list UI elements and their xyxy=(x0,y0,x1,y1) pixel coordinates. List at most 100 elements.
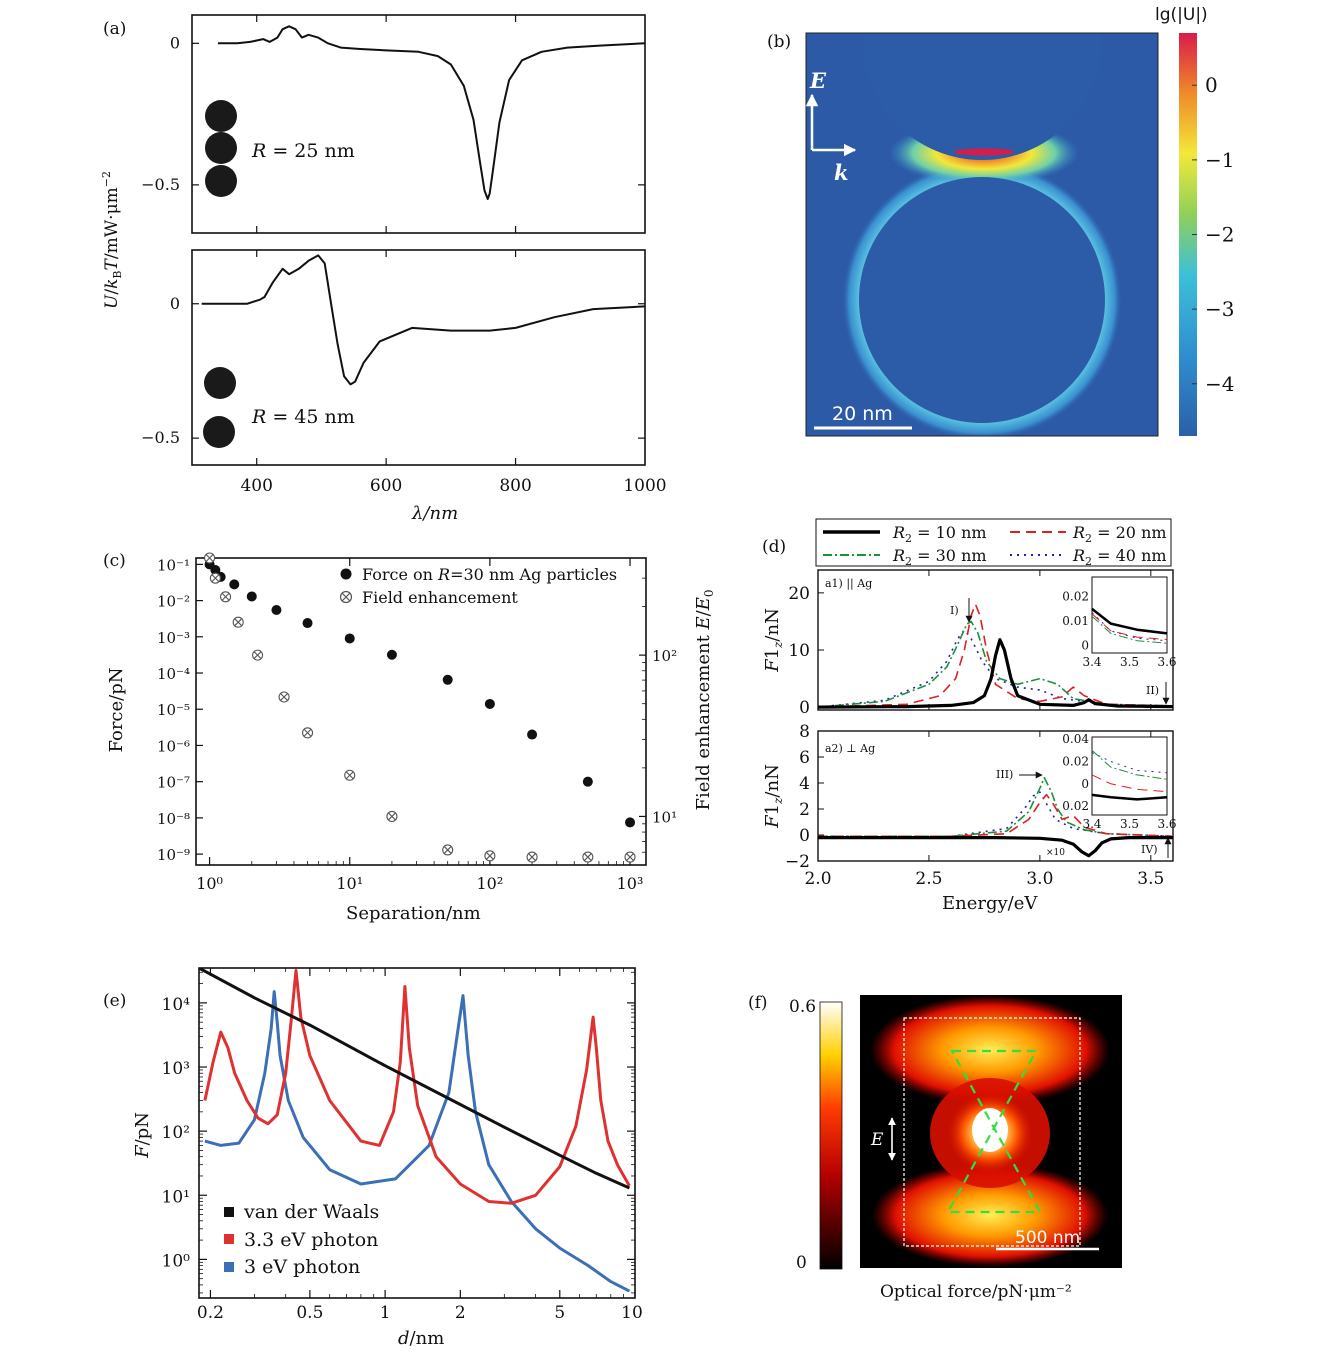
series-line xyxy=(818,835,1173,858)
tick-label: 10² xyxy=(652,647,677,665)
field-enhancement-point xyxy=(442,844,454,856)
tick-label: 0.02 xyxy=(1062,590,1089,604)
panel-f: (f) 0.6 0 E 500 nm Optical force/pN·μm⁻² xyxy=(748,993,1122,1302)
tick-label: 10³ xyxy=(162,1059,190,1079)
tick-label: 0.2 xyxy=(197,1303,224,1323)
panel-b-colorbar-ticks: 0 −1 −2 −3 −4 xyxy=(1192,73,1234,396)
panel-e-label: (e) xyxy=(103,991,126,1011)
panel-d-label: (d) xyxy=(762,537,786,557)
colorbar-tick: −1 xyxy=(1205,148,1234,172)
panel-f-label: (f) xyxy=(748,993,768,1013)
field-enhancement-point xyxy=(232,616,244,628)
field-enhancement-point xyxy=(209,572,221,584)
tick-label: 0.02 xyxy=(1062,755,1089,769)
tick-label: 10⁴ xyxy=(162,995,191,1015)
panel-e-ylabel: F/pN xyxy=(132,1112,153,1159)
tick-label: 3.5 xyxy=(1120,655,1139,669)
series-line xyxy=(818,793,1173,838)
panel-c-ylabel: Force/pN xyxy=(106,667,127,752)
field-enhancement-point xyxy=(220,591,232,603)
panel-a-top-label: R = 25 nm xyxy=(251,140,355,162)
inset-line xyxy=(1091,793,1168,801)
series-line xyxy=(203,969,631,1205)
tick-label: 0 xyxy=(170,33,180,52)
panel-d-ylabel-bottom: F1z/nN xyxy=(762,764,785,829)
inset-2 xyxy=(1091,736,1168,816)
tick-label: 0.01 xyxy=(1062,614,1089,628)
scalebar-label: 500 nm xyxy=(1015,1228,1080,1248)
force-point xyxy=(484,698,495,709)
tick-label: 10⁻⁶ xyxy=(157,737,190,755)
marker-cross xyxy=(528,853,536,861)
colorbar-tick: 0 xyxy=(796,1253,807,1273)
tick-label: 10⁻⁵ xyxy=(157,701,190,719)
tick-label: 10⁻² xyxy=(157,593,190,611)
series-line xyxy=(818,620,1173,708)
panel-d: (d) R2 = 10 nm R2 = 20 nm R2 = 30 nm R2 … xyxy=(762,518,1177,914)
panel-d-ylabel-top: F1z/nN xyxy=(762,608,785,673)
tick-label: −0.5 xyxy=(141,175,180,194)
panel-a-ylabel: U/kBT/mW·μm−2 xyxy=(100,171,124,309)
marker-cross xyxy=(485,851,494,860)
colorbar-tick: −2 xyxy=(1205,223,1234,247)
tick-label: 10⁻³ xyxy=(157,629,190,647)
force-point xyxy=(271,604,282,615)
colorbar-tick: −4 xyxy=(1205,372,1234,396)
legend-entry: R2 = 10 nm xyxy=(892,523,987,545)
tick-label: 10 xyxy=(621,1303,643,1323)
tick-label: 20 xyxy=(788,584,810,604)
series-line xyxy=(818,776,1173,838)
annotation: IV) xyxy=(1141,843,1158,856)
inset-line xyxy=(1091,607,1168,635)
series-line xyxy=(201,254,645,386)
field-enhancement-point xyxy=(344,769,356,781)
annotation: III) xyxy=(996,768,1013,781)
panel-a-bottom-axes xyxy=(191,249,646,466)
panel-f-colorbar xyxy=(819,1001,843,1270)
field-enhancement-point xyxy=(526,851,538,863)
panel-b-colorbar-title: lg(|U|) xyxy=(1155,5,1208,25)
panel-e: (e) 0.2 0.5 1 2 5 10 10⁴ 10³ 10² 10¹ 10⁰ van der W… xyxy=(103,967,643,1349)
tick-label: 3.6 xyxy=(1157,817,1176,831)
sphere-icon xyxy=(205,165,237,197)
panel-e-legend: van der Waals 3.3 eV photon 3 eV photon xyxy=(224,1201,379,1278)
panel-d-insets: 0.02 0.01 0 3.4 3.5 3.6 0.04 0.02 0 0.02 3.4 3.5 3.6 xyxy=(1062,590,1176,831)
inset-line xyxy=(1091,774,1168,793)
tick-label: 3.6 xyxy=(1157,655,1176,669)
panel-d-top-axes xyxy=(817,569,1174,711)
tick-label: 0 xyxy=(799,826,810,846)
force-point xyxy=(210,564,221,575)
field-enhancement-point xyxy=(252,649,264,661)
annotation: II) xyxy=(1146,684,1159,697)
legend-entry: Force on R=30 nm Ag particles xyxy=(362,565,617,584)
legend-entry: R2 = 40 nm xyxy=(1072,546,1167,568)
inset-line xyxy=(1091,615,1168,644)
marker-cross xyxy=(388,812,396,821)
sphere-icon xyxy=(203,416,235,448)
panel-c-axes xyxy=(195,557,647,866)
tick-label: 10⁰ xyxy=(162,1251,191,1271)
marker-cross xyxy=(221,592,230,601)
tick-label: 10⁻⁷ xyxy=(157,774,190,792)
tick-label: 0 xyxy=(799,698,810,718)
tick-label: 5 xyxy=(554,1303,565,1323)
inset-line xyxy=(1091,750,1168,780)
field-enhancement-point xyxy=(624,851,636,863)
marker-cross xyxy=(303,728,312,737)
panel-a-ticks: 0 −0.5 0 −0.5 400 600 800 1000 xyxy=(141,15,667,496)
sphere-icon xyxy=(205,132,237,164)
inset-1 xyxy=(1091,576,1168,654)
tick-label: 3.5 xyxy=(1120,817,1139,831)
field-enhancement-point xyxy=(278,691,290,703)
force-point xyxy=(527,729,538,740)
panel-d-sublabel-2: a2) ⊥ Ag xyxy=(825,742,875,755)
tick-label: 2 xyxy=(455,1303,466,1323)
panel-d-bottom-axes xyxy=(817,730,1174,862)
tick-label: −2 xyxy=(785,852,810,872)
tick-label: 2.5 xyxy=(915,869,942,889)
inset-line xyxy=(1091,613,1168,640)
series-line xyxy=(204,990,631,1293)
tick-label: 10 xyxy=(788,641,810,661)
force-point xyxy=(344,633,355,644)
